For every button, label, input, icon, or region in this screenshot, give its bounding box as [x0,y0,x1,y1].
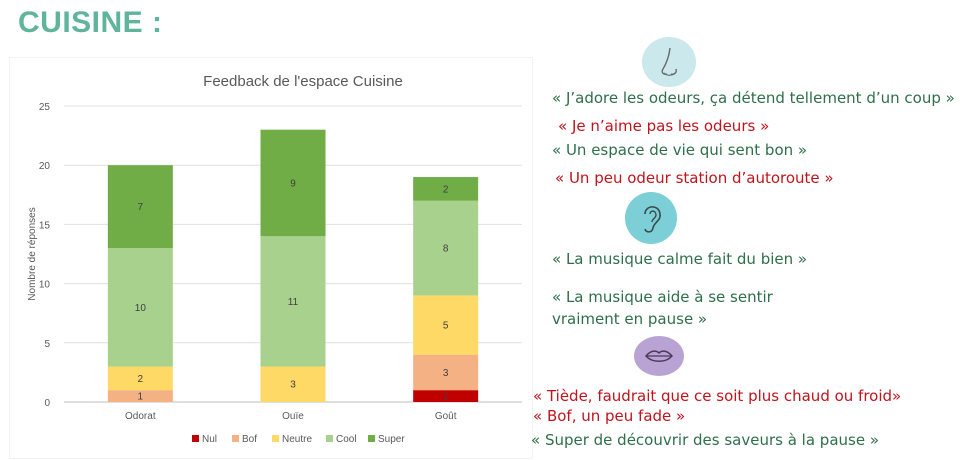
nose-icon [642,37,696,87]
bar-segment-bof [413,354,479,391]
quote-hearing-2: « La musique aide à se sentir vraiment e… [552,288,773,328]
legend-swatch-nul [192,435,199,442]
y-tick-label: 10 [39,280,51,291]
quote-taste-1: « Tiède, faudrait que ce soit plus chaud… [533,387,902,405]
data-label: 2 [138,374,144,385]
page-title: CUISINE : [18,6,163,39]
data-label: 3 [290,380,296,391]
bar-segment-super [413,177,479,201]
legend-swatch-bof [232,435,239,442]
x-tick-label: Ouïe [282,411,304,422]
legend-swatch-cool [326,435,333,442]
quote-smell-2: « Je n’aime pas les odeurs » [558,117,770,135]
y-tick-label: 5 [44,339,50,350]
quote-smell-3: « Un espace de vie qui sent bon » [552,141,808,159]
bar-segment-cool [260,236,326,367]
quote-smell-1: « J’adore les odeurs, ça détend tellemen… [552,89,955,107]
bar-segment-cool [107,248,173,367]
data-label: 7 [138,202,144,213]
legend-swatch-super [368,435,375,442]
data-label: 3 [443,368,449,379]
bar-segment-cool [413,200,479,296]
bar-segment-nul [413,390,479,402]
data-label: 9 [290,178,296,189]
y-tick-label: 0 [44,398,50,409]
data-label: 10 [135,303,147,314]
legend-label-cool: Cool [336,434,357,445]
data-label: 1 [443,392,449,403]
bar-segment-neutre [413,295,479,355]
ear-icon [625,192,677,244]
data-label: 8 [443,244,449,255]
quote-smell-4: « Un peu odeur station d’autoroute » [555,169,834,187]
data-label: 11 [288,297,299,308]
bar-segment-super [260,129,326,237]
legend-label-neutre: Neutre [282,434,312,445]
mouth-icon [634,336,684,376]
x-tick-label: Goût [435,411,457,422]
legend-swatch-neutre [272,435,279,442]
y-tick-label: 15 [39,220,51,231]
ear-icon-drawing [644,206,661,233]
y-tick-label: 20 [39,161,51,172]
legend-label-super: Super [378,434,405,445]
chart-panel: Feedback de l'espace Cuisine 0 5 10 15 20 25 No… [10,58,532,458]
legend-label-nul: Nul [202,434,217,445]
mouth-icon-drawing [645,350,673,362]
bar-segment-neutre [260,366,326,402]
legend-label-bof: Bof [242,434,257,445]
data-label: 2 [443,184,449,195]
quote-taste-3: « Super de découvrir des saveurs à la pa… [531,431,880,449]
quote-taste-2: « Bof, un peu fade » [533,407,686,425]
x-tick-label: Odorat [125,411,156,422]
stacked-bar-chart: Feedback de l'espace Cuisine0510152025No… [27,73,522,445]
bar-segment-super [107,165,173,249]
quote-hearing-1: « La musique calme fait du bien » [552,250,808,268]
bar-segment-neutre [107,366,173,391]
bar-segment-bof [107,390,173,402]
y-axis-label: Nombre de réponses [27,207,38,300]
nose-icon-drawing [661,47,677,76]
data-label: 5 [443,321,449,332]
data-label: 1 [138,392,144,403]
y-tick-label: 25 [39,102,51,113]
chart-title: Feedback de l'espace Cuisine [203,73,403,90]
